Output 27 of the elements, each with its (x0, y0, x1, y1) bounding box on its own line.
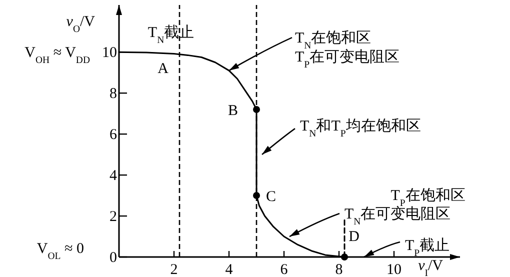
y-tick-label: 2 (110, 209, 117, 226)
x-tick-label: 4 (225, 262, 234, 277)
x-axis-title: v$_{I}$/V (418, 258, 444, 277)
point (341, 254, 348, 260)
annotation: A (158, 61, 169, 77)
annotation: T$_{N}$在饱和区 T$_{P}$在可变电阻区 (295, 30, 400, 70)
x-tick-label: 8 (335, 262, 343, 277)
x-tick-label: 6 (280, 262, 288, 277)
annotation: B (228, 103, 238, 119)
y-tick-label: 10 (102, 45, 117, 62)
annotation: T$_{N}$和T$_{P}$均在饱和区 (300, 118, 421, 140)
point (253, 106, 260, 113)
text: V$_{OL}$ ≈ 0 (36, 241, 84, 262)
y-tick-label: 4 (110, 168, 118, 184)
x-tick-label: 2 (170, 262, 178, 277)
y-tick-label: 6 (110, 127, 118, 144)
annotation: D (348, 229, 360, 245)
point (253, 192, 260, 200)
y-axis-title: v$_{O}$/V (66, 14, 96, 34)
annotation: T$_{N}$在可变电阻区 (344, 206, 451, 228)
y-tick-label: 0 (110, 250, 117, 266)
text: V$_{OH}$ ≈ V$_{DD}$ (24, 45, 90, 66)
annotation: T$_{P}$截止 (405, 237, 450, 258)
y-tick-label: 8 (110, 86, 117, 102)
annotation: C (266, 189, 276, 205)
x-tick-label: 10 (386, 262, 402, 277)
annotation: T$_{N}$截止 (148, 24, 194, 46)
